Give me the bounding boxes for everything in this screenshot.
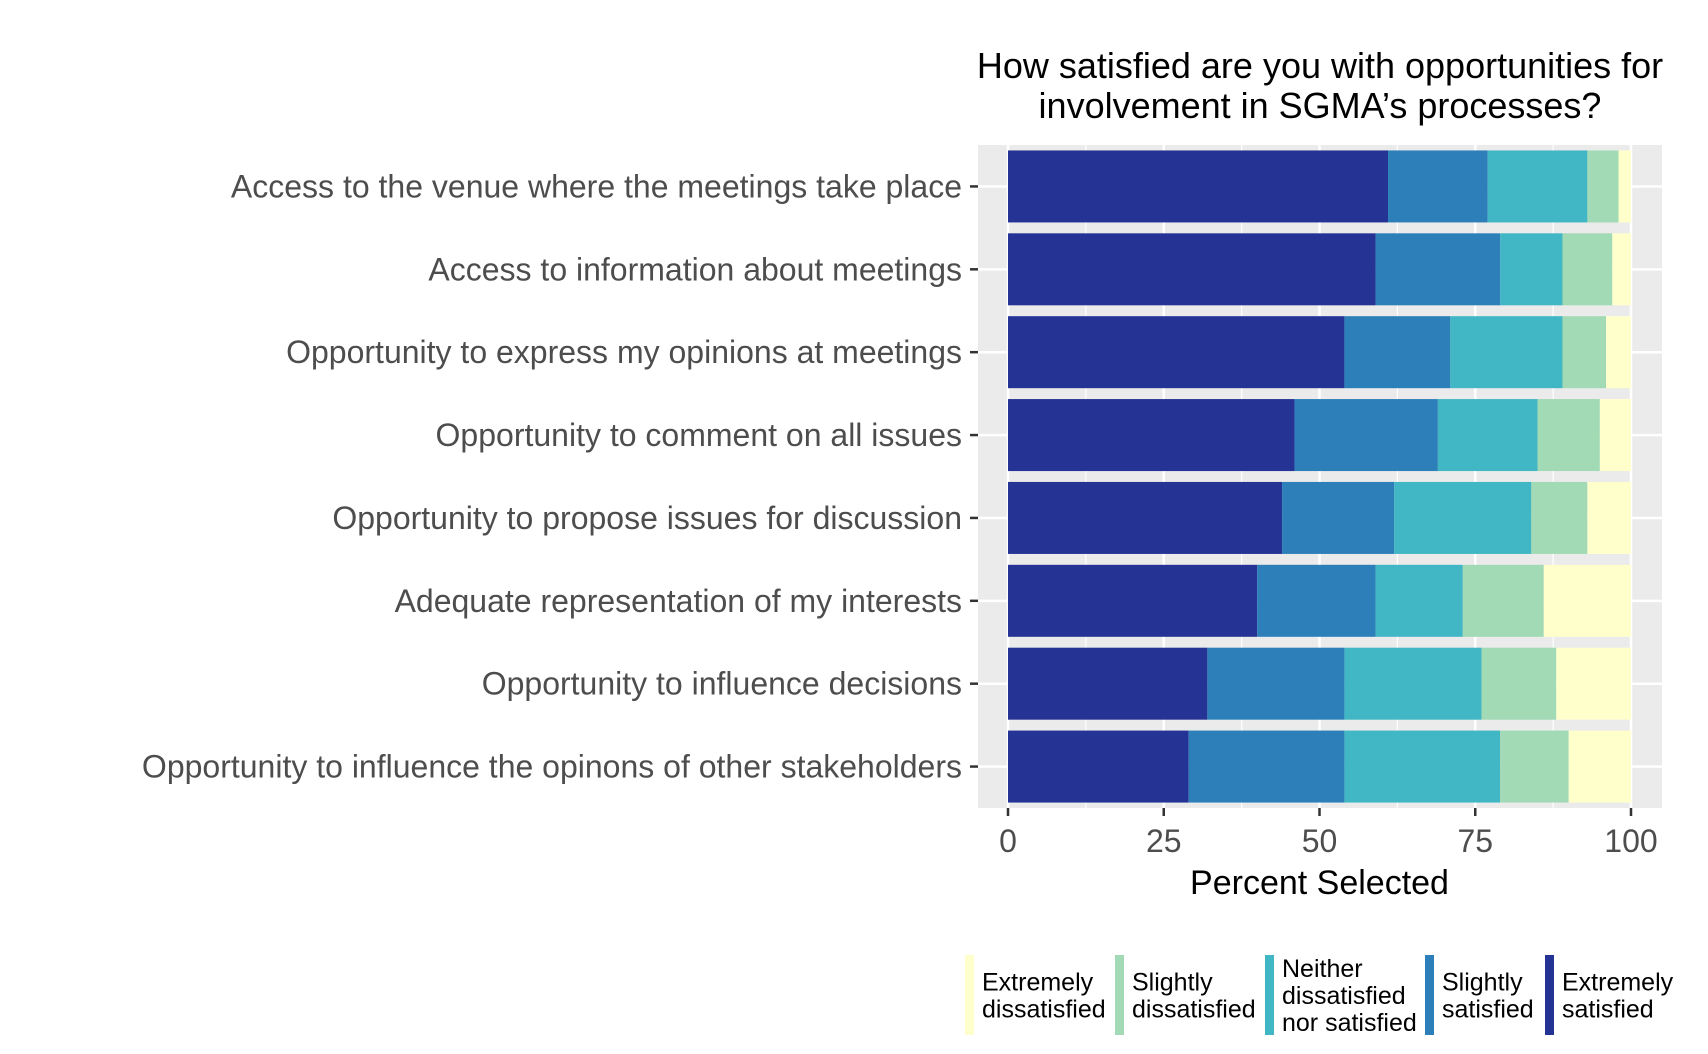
bar-segment	[1562, 316, 1607, 389]
bar-segment	[1008, 399, 1295, 472]
bar-segment	[1462, 564, 1544, 637]
x-tick-label: 100	[1604, 823, 1657, 859]
bar-segment	[1618, 150, 1631, 223]
bar-segment	[1008, 481, 1283, 554]
chart-title: How satisfied are you with opportunities…	[977, 45, 1663, 126]
category-label: Opportunity to influence decisions	[482, 666, 962, 702]
x-tick-label: 25	[1146, 823, 1182, 859]
category-labels: Access to the venue where the meetings t…	[142, 168, 978, 785]
legend-label: dissatisfied	[1132, 996, 1256, 1024]
legend-key	[1425, 955, 1434, 1035]
legend-label: Slightly	[1132, 969, 1213, 997]
legend-key	[1265, 955, 1274, 1035]
bar-segment	[1587, 150, 1619, 223]
bar-segment	[1556, 647, 1631, 720]
bars	[1008, 150, 1631, 803]
x-tick-label: 0	[999, 823, 1017, 859]
legend-label: nor satisfied	[1282, 1009, 1417, 1037]
bar-segment	[1257, 564, 1376, 637]
x-tick-label: 50	[1302, 823, 1338, 859]
bar-segment	[1294, 399, 1438, 472]
bar-segment	[1587, 481, 1631, 554]
bar-segment	[1437, 399, 1538, 472]
bar-segment	[1612, 233, 1631, 306]
category-label: Opportunity to comment on all issues	[436, 417, 962, 453]
bar-segment	[1188, 730, 1345, 803]
category-label: Opportunity to propose issues for discus…	[332, 500, 962, 536]
bar-segment	[1344, 730, 1501, 803]
bar-segment	[1537, 399, 1600, 472]
x-axis: 0 25 50 75 100	[999, 808, 1658, 859]
bar-segment	[1008, 730, 1189, 803]
legend-label: dissatisfied	[982, 996, 1106, 1024]
bar-segment	[1487, 150, 1588, 223]
bar-segment	[1568, 730, 1631, 803]
category-label: Adequate representation of my interests	[395, 583, 962, 619]
legend-key	[1545, 955, 1554, 1035]
bar-segment	[1375, 564, 1463, 637]
bar-segment	[1450, 316, 1563, 389]
bar-segment	[1599, 399, 1631, 472]
bar-segment	[1344, 647, 1482, 720]
x-axis-title: Percent Selected	[1190, 864, 1449, 902]
bar-segment	[1500, 233, 1563, 306]
x-tick-label: 75	[1457, 823, 1493, 859]
legend-key	[1115, 955, 1124, 1035]
legend-label: satisfied	[1562, 996, 1654, 1024]
bar-segment	[1282, 481, 1395, 554]
legend-label: Slightly	[1442, 969, 1523, 997]
bar-segment	[1008, 316, 1345, 389]
legend-label: Extremely	[1562, 969, 1674, 997]
legend-label: dissatisfied	[1282, 982, 1406, 1010]
legend: ExtremelydissatisfiedSlightlydissatisfie…	[965, 955, 1674, 1037]
bar-segment	[1531, 481, 1588, 554]
bar-segment	[1008, 233, 1376, 306]
bar-segment	[1606, 316, 1631, 389]
bar-segment	[1375, 233, 1501, 306]
bar-segment	[1543, 564, 1631, 637]
category-label: Opportunity to express my opinions at me…	[286, 334, 962, 370]
bar-segment	[1562, 233, 1613, 306]
bar-segment	[1388, 150, 1488, 223]
chart-title-line: involvement in SGMA’s processes?	[1039, 85, 1602, 126]
legend-label: satisfied	[1442, 996, 1534, 1024]
bar-segment	[1344, 316, 1451, 389]
category-label: Access to the venue where the meetings t…	[231, 168, 962, 204]
category-label: Access to information about meetings	[428, 251, 962, 287]
chart-title-line: How satisfied are you with opportunities…	[977, 45, 1663, 86]
bar-segment	[1481, 647, 1557, 720]
category-label: Opportunity to influence the opinons of …	[142, 749, 962, 785]
bar-segment	[1008, 564, 1258, 637]
legend-label: Neither	[1282, 955, 1363, 983]
bar-segment	[1008, 647, 1208, 720]
bar-segment	[1008, 150, 1389, 223]
bar-segment	[1207, 647, 1345, 720]
legend-label: Extremely	[982, 969, 1094, 997]
legend-key	[965, 955, 974, 1035]
bar-segment	[1500, 730, 1569, 803]
bar-segment	[1394, 481, 1532, 554]
